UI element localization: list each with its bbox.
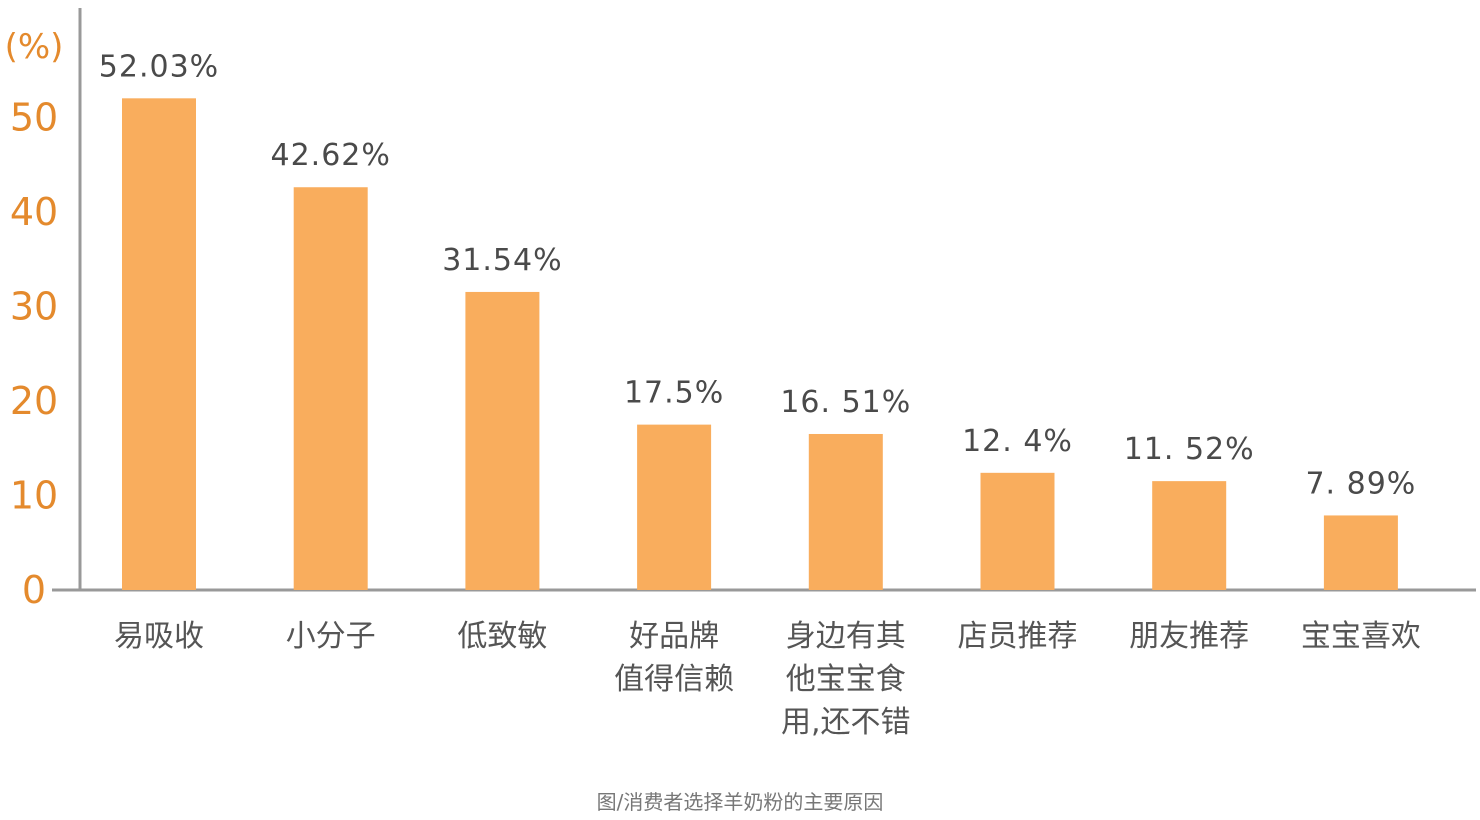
data-labels: 52.03% 42.62% 31.54% 17.5% 16. 51% 12. 4% 11. … [99, 49, 1416, 501]
category-label: 宝宝喜欢 [1301, 619, 1421, 654]
bar [122, 98, 196, 590]
category-label: 低致敏 [457, 619, 547, 654]
data-label: 11. 52% [1124, 432, 1255, 467]
category-label: 好品牌值得信赖 [614, 619, 734, 697]
y-tick-label: 30 [10, 285, 58, 329]
y-tick-label: 20 [10, 379, 58, 423]
bar [808, 433, 883, 590]
category-label: 朋友推荐 [1129, 619, 1249, 654]
bar [293, 187, 368, 590]
data-label: 17.5% [624, 376, 724, 411]
bar [980, 472, 1055, 590]
category-label: 小分子 [286, 619, 376, 654]
data-label: 31.54% [442, 243, 562, 278]
bar [465, 291, 540, 590]
y-tick-label: 50 [10, 96, 58, 140]
y-tick-label: 0 [22, 568, 46, 612]
bar [1323, 515, 1398, 590]
data-label: 12. 4% [962, 424, 1073, 459]
category-label: 易吸收 [114, 619, 204, 654]
y-tick-label: 40 [10, 190, 58, 234]
y-tick-labels: 0 10 20 30 40 50 [10, 96, 58, 613]
chart-caption: 图/消费者选择羊奶粉的主要原因 [597, 790, 884, 814]
data-label: 16. 51% [780, 385, 911, 420]
y-axis-unit-label: (%) [5, 27, 64, 67]
category-label: 身边有其他宝宝食用,还不错 [781, 619, 911, 740]
bars [122, 98, 1398, 590]
y-tick-label: 10 [10, 474, 58, 518]
bar [1152, 481, 1227, 590]
data-label: 7. 89% [1305, 466, 1416, 501]
data-label: 42.62% [271, 138, 391, 173]
bar [637, 424, 712, 590]
data-label: 52.03% [99, 49, 219, 84]
category-label: 店员推荐 [958, 619, 1078, 654]
